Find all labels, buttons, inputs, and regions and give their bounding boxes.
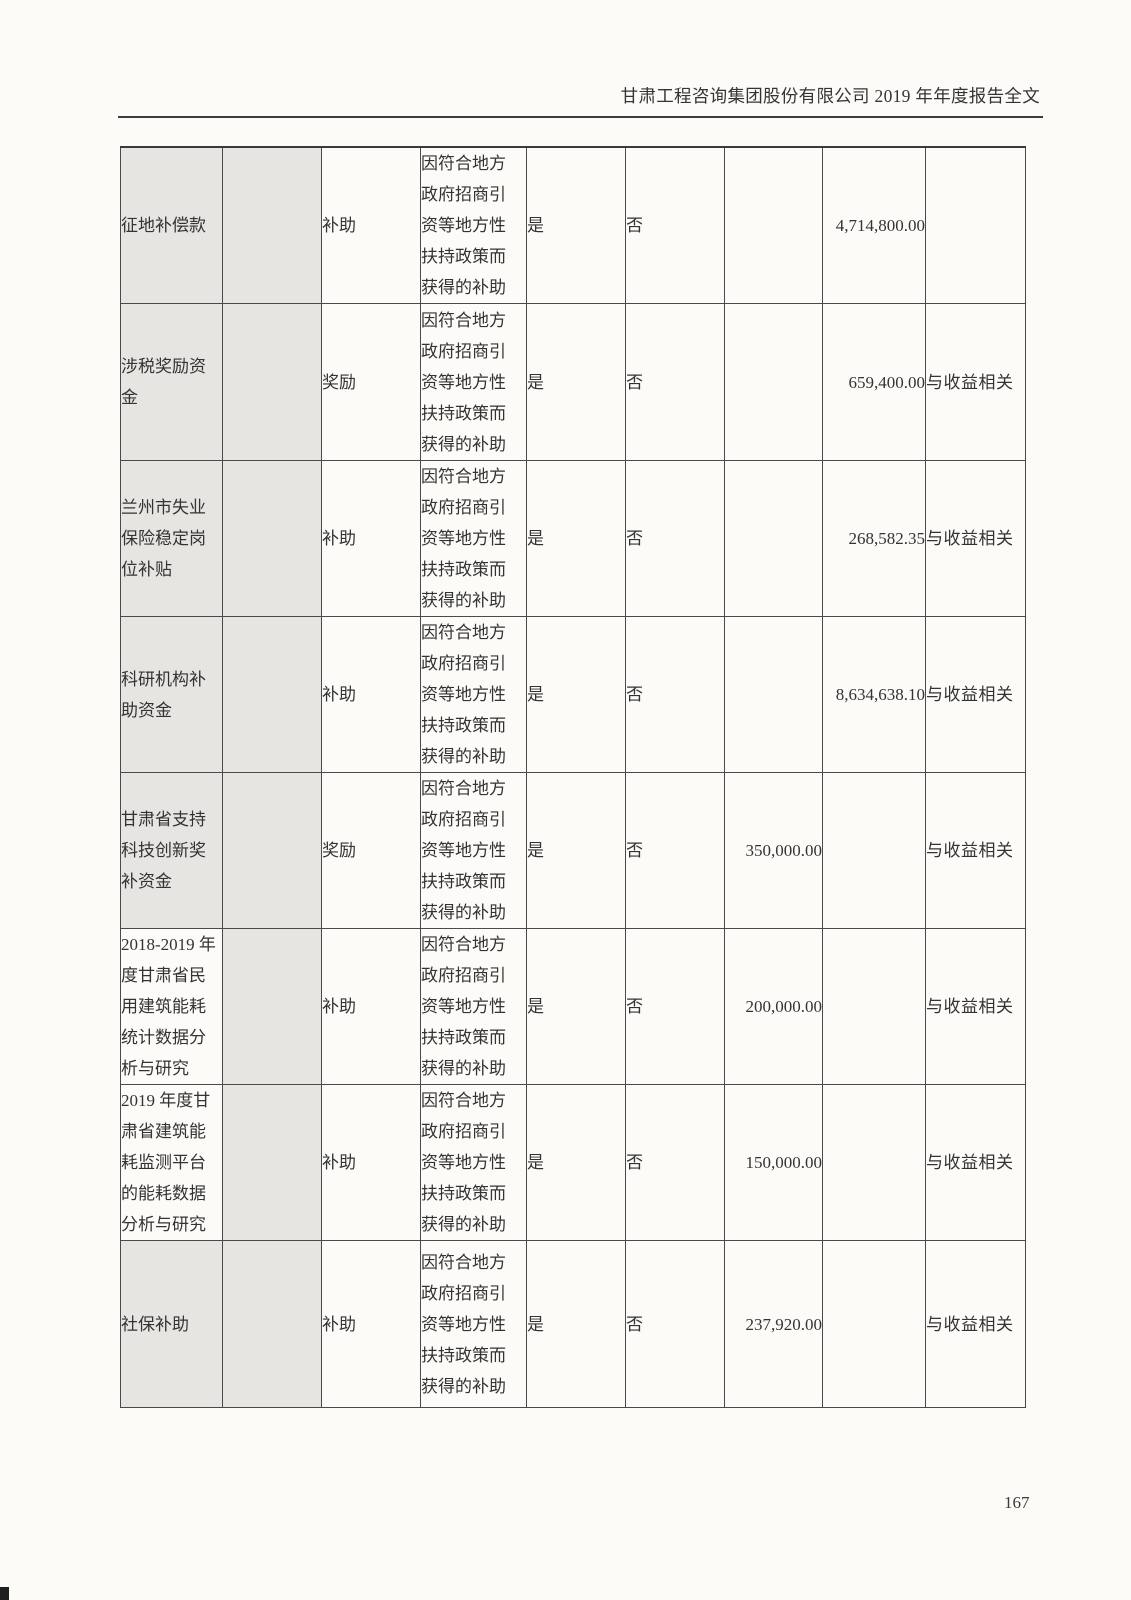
non-recurring-cell: 否 <box>625 303 725 461</box>
non-recurring-cell: 否 <box>625 146 725 304</box>
amount-cell-current: 350,000.00 <box>724 772 823 929</box>
subsidy-name-cell: 2019 年度甘 肃省建筑能 耗监测平台 的能耗数据 分析与研究 <box>120 1084 223 1241</box>
subsidy-type-cell: 补助 <box>321 1084 421 1241</box>
amount-cell-prior: 268,582.35 <box>822 460 926 617</box>
scan-artifact-speck <box>0 1587 9 1600</box>
subsidy-reason-cell: 因符合地方 政府招商引 资等地方性 扶持政策而 获得的补助 <box>420 460 527 617</box>
amount-cell-prior: 659,400.00 <box>822 303 926 461</box>
subsidy-table-row: 社保补助 补助 因符合地方 政府招商引 资等地方性 扶持政策而 获得的补助 是 … <box>120 1240 1026 1408</box>
amount-cell-current: 200,000.00 <box>724 928 823 1085</box>
subsidy-type-cell: 补助 <box>321 460 421 617</box>
income-relation-cell: 与收益相关 <box>925 616 1026 773</box>
page-number: 167 <box>1004 1493 1030 1512</box>
affects-profit-cell: 是 <box>526 1240 626 1408</box>
amount-cell-prior <box>822 1240 926 1408</box>
amount-cell-current: 150,000.00 <box>724 1084 823 1241</box>
subsidy-table-row: 涉税奖励资 金 奖励 因符合地方 政府招商引 资等地方性 扶持政策而 获得的补助… <box>120 303 1026 461</box>
subsidy-reason-cell: 因符合地方 政府招商引 资等地方性 扶持政策而 获得的补助 <box>420 1240 527 1408</box>
income-relation-cell: 与收益相关 <box>925 460 1026 617</box>
amount-cell-prior <box>822 1084 926 1241</box>
subsidy-table-row: 甘肃省支持 科技创新奖 补资金 奖励 因符合地方 政府招商引 资等地方性 扶持政… <box>120 772 1026 929</box>
subsidy-type-cell: 奖励 <box>321 772 421 929</box>
income-relation-cell: 与收益相关 <box>925 1084 1026 1241</box>
amount-cell-current <box>724 460 823 617</box>
amount-cell-current: 237,920.00 <box>724 1240 823 1408</box>
amount-cell-current <box>724 616 823 773</box>
subsidy-table-row: 2019 年度甘 肃省建筑能 耗监测平台 的能耗数据 分析与研究 补助 因符合地… <box>120 1084 1026 1241</box>
non-recurring-cell: 否 <box>625 616 725 773</box>
affects-profit-cell: 是 <box>526 1084 626 1241</box>
non-recurring-cell: 否 <box>625 928 725 1085</box>
blank-shaded-cell <box>222 928 322 1085</box>
government-subsidy-table: 征地补偿款 补助 因符合地方 政府招商引 资等地方性 扶持政策而 获得的补助 是… <box>120 146 1026 1408</box>
subsidy-table-row: 2018-2019 年 度甘肃省民 用建筑能耗 统计数据分 析与研究 补助 因符… <box>120 928 1026 1085</box>
amount-cell-current <box>724 146 823 304</box>
subsidy-name-cell: 科研机构补 助资金 <box>120 616 223 773</box>
income-relation-cell: 与收益相关 <box>925 1240 1026 1408</box>
blank-shaded-cell <box>222 146 322 304</box>
subsidy-table-row: 征地补偿款 补助 因符合地方 政府招商引 资等地方性 扶持政策而 获得的补助 是… <box>120 146 1026 304</box>
income-relation-cell: 与收益相关 <box>925 303 1026 461</box>
amount-cell-prior <box>822 772 926 929</box>
blank-shaded-cell <box>222 303 322 461</box>
subsidy-reason-cell: 因符合地方 政府招商引 资等地方性 扶持政策而 获得的补助 <box>420 1084 527 1241</box>
affects-profit-cell: 是 <box>526 460 626 617</box>
affects-profit-cell: 是 <box>526 616 626 773</box>
subsidy-table-body: 征地补偿款 补助 因符合地方 政府招商引 资等地方性 扶持政策而 获得的补助 是… <box>120 146 1026 1408</box>
amount-cell-prior: 4,714,800.00 <box>822 146 926 304</box>
non-recurring-cell: 否 <box>625 460 725 617</box>
subsidy-table-row: 兰州市失业 保险稳定岗 位补贴 补助 因符合地方 政府招商引 资等地方性 扶持政… <box>120 460 1026 617</box>
header-rule <box>118 116 1043 118</box>
subsidy-type-cell: 补助 <box>321 928 421 1085</box>
income-relation-cell: 与收益相关 <box>925 928 1026 1085</box>
blank-shaded-cell <box>222 1240 322 1408</box>
blank-shaded-cell <box>222 616 322 773</box>
non-recurring-cell: 否 <box>625 772 725 929</box>
subsidy-type-cell: 补助 <box>321 1240 421 1408</box>
subsidy-name-cell: 社保补助 <box>120 1240 223 1408</box>
amount-cell-prior <box>822 928 926 1085</box>
report-header-title: 甘肃工程咨询集团股份有限公司 2019 年年度报告全文 <box>620 86 1040 106</box>
subsidy-reason-cell: 因符合地方 政府招商引 资等地方性 扶持政策而 获得的补助 <box>420 616 527 773</box>
affects-profit-cell: 是 <box>526 928 626 1085</box>
subsidy-reason-cell: 因符合地方 政府招商引 资等地方性 扶持政策而 获得的补助 <box>420 303 527 461</box>
amount-cell-current <box>724 303 823 461</box>
subsidy-type-cell: 补助 <box>321 146 421 304</box>
subsidy-reason-cell: 因符合地方 政府招商引 资等地方性 扶持政策而 获得的补助 <box>420 928 527 1085</box>
affects-profit-cell: 是 <box>526 146 626 304</box>
blank-shaded-cell <box>222 772 322 929</box>
income-relation-cell <box>925 146 1026 304</box>
blank-shaded-cell <box>222 1084 322 1241</box>
affects-profit-cell: 是 <box>526 303 626 461</box>
subsidy-name-cell: 兰州市失业 保险稳定岗 位补贴 <box>120 460 223 617</box>
non-recurring-cell: 否 <box>625 1240 725 1408</box>
subsidy-name-cell: 征地补偿款 <box>120 146 223 304</box>
amount-cell-prior: 8,634,638.10 <box>822 616 926 773</box>
subsidy-table-row: 科研机构补 助资金 补助 因符合地方 政府招商引 资等地方性 扶持政策而 获得的… <box>120 616 1026 773</box>
subsidy-name-cell: 2018-2019 年 度甘肃省民 用建筑能耗 统计数据分 析与研究 <box>120 928 223 1085</box>
affects-profit-cell: 是 <box>526 772 626 929</box>
subsidy-reason-cell: 因符合地方 政府招商引 资等地方性 扶持政策而 获得的补助 <box>420 146 527 304</box>
subsidy-name-cell: 甘肃省支持 科技创新奖 补资金 <box>120 772 223 929</box>
subsidy-type-cell: 奖励 <box>321 303 421 461</box>
subsidy-name-cell: 涉税奖励资 金 <box>120 303 223 461</box>
non-recurring-cell: 否 <box>625 1084 725 1241</box>
subsidy-reason-cell: 因符合地方 政府招商引 资等地方性 扶持政策而 获得的补助 <box>420 772 527 929</box>
blank-shaded-cell <box>222 460 322 617</box>
subsidy-type-cell: 补助 <box>321 616 421 773</box>
income-relation-cell: 与收益相关 <box>925 772 1026 929</box>
